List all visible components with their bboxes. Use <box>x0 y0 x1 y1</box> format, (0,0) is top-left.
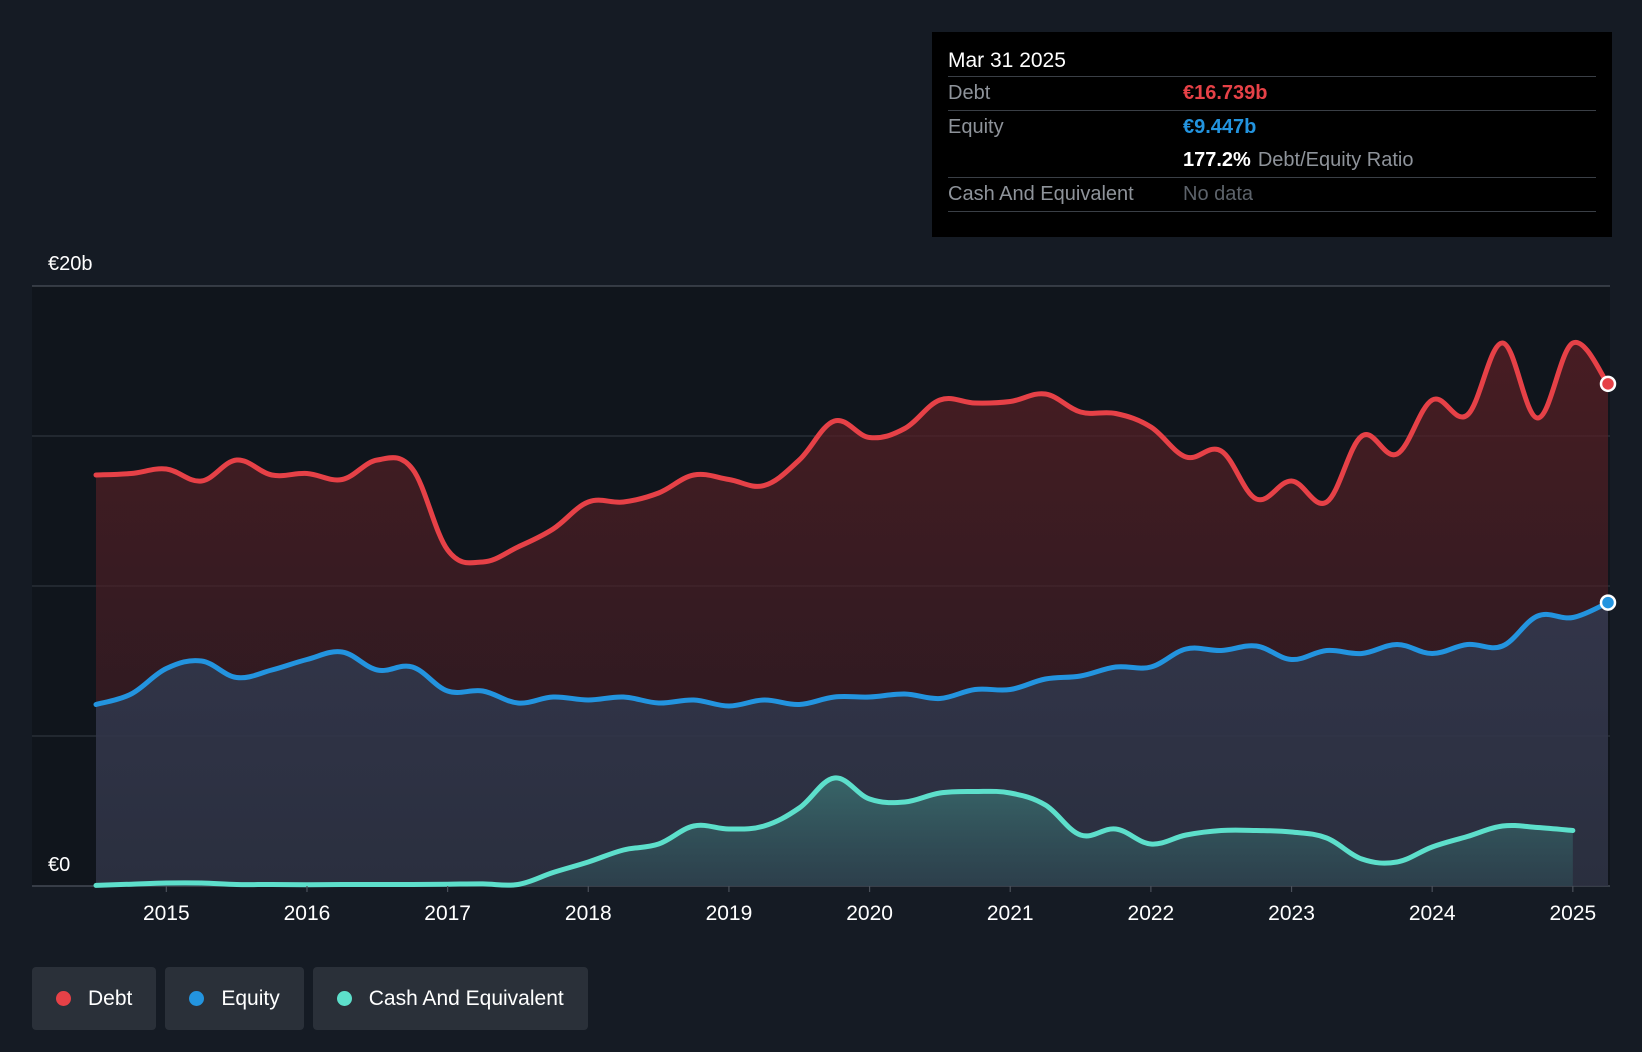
tooltip-cash-value: No data <box>1183 183 1254 205</box>
x-tick-label: 2019 <box>706 902 753 925</box>
tooltip-ratio-value: 177.2% <box>1183 149 1251 171</box>
x-tick-label: 2016 <box>284 902 331 925</box>
debt-end-point[interactable] <box>1599 375 1617 393</box>
legend-item-cash[interactable]: Cash And Equivalent <box>312 967 588 1030</box>
legend: Debt Equity Cash And Equivalent <box>32 967 588 1030</box>
legend-label-cash: Cash And Equivalent <box>368 986 564 1010</box>
equity-end-point[interactable] <box>1599 594 1617 611</box>
legend-item-debt[interactable]: Debt <box>32 967 157 1030</box>
x-tick-label: 2023 <box>1268 902 1315 925</box>
x-tick-label: 2025 <box>1549 902 1596 925</box>
y-tick-label-min: €0 <box>48 854 70 876</box>
tooltip-cash-label: Cash And Equivalent <box>948 183 1134 205</box>
x-axis-ticks: 2015 2016 2017 2018 2019 2020 2021 2022 2023 2024… <box>143 886 1596 925</box>
end-markers <box>1599 375 1617 611</box>
equity-area <box>96 602 1608 886</box>
debt-line <box>93 340 1611 566</box>
series-areas <box>96 342 1608 886</box>
x-tick-label: 2024 <box>1409 902 1456 925</box>
cash-line <box>93 775 1576 888</box>
x-tick-label: 2020 <box>846 902 893 925</box>
x-tick-label: 2021 <box>987 902 1034 925</box>
x-tick-label: 2015 <box>143 902 190 925</box>
legend-dot-icon <box>56 991 71 1006</box>
tooltip: Mar 31 2025 Debt €16.739b Equity €9.447b… <box>932 32 1612 237</box>
series-lines <box>93 340 1611 888</box>
tooltip-equity-label: Equity <box>948 116 1004 138</box>
legend-dot-icon <box>336 991 352 1006</box>
x-tick-label: 2017 <box>424 902 471 925</box>
y-tick-label-max: €20b <box>48 253 93 275</box>
tooltip-debt-label: Debt <box>948 82 991 104</box>
legend-label-debt: Debt <box>88 986 133 1010</box>
legend-label-equity: Equity <box>221 986 280 1010</box>
legend-dot-icon <box>189 991 205 1006</box>
x-tick-label: 2022 <box>1128 902 1175 925</box>
cash-area <box>96 777 1573 886</box>
tooltip-equity-value: €9.447b <box>1183 116 1257 138</box>
equity-line <box>93 600 1611 709</box>
legend-item-equity[interactable]: Equity <box>165 967 304 1030</box>
tooltip-debt-value: €16.739b <box>1183 82 1268 104</box>
x-tick-label: 2018 <box>565 902 612 925</box>
tooltip-date: Mar 31 2025 <box>948 49 1066 72</box>
tooltip-ratio-label: Debt/Equity Ratio <box>1257 149 1414 171</box>
